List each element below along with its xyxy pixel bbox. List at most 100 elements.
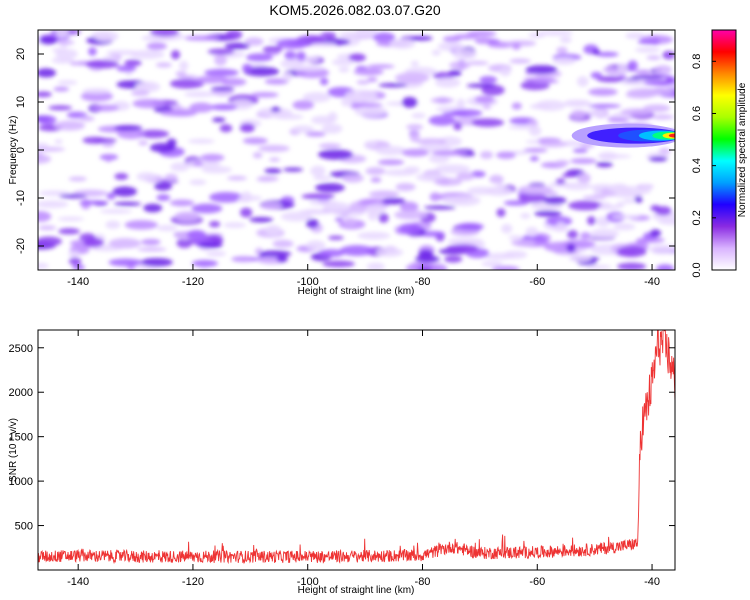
spectrogram-cell bbox=[268, 157, 281, 162]
spectrogram-cell bbox=[137, 247, 167, 252]
spectrogram-cell bbox=[106, 192, 116, 200]
spectrogram-cell bbox=[634, 195, 643, 203]
spectrogram-cell bbox=[365, 167, 386, 176]
spectrogram-cell bbox=[207, 48, 235, 55]
spectrogram-cell bbox=[364, 140, 378, 148]
spectrogram-cell bbox=[276, 255, 288, 263]
spectrogram-cell bbox=[662, 50, 675, 60]
spectrogram-cell bbox=[568, 255, 592, 262]
spectrogram-cell bbox=[652, 114, 674, 120]
spectrogram-cell bbox=[562, 140, 583, 147]
spectrogram-cell bbox=[319, 77, 329, 86]
spectrogram-y-tick-label: -20 bbox=[15, 238, 27, 254]
spectrogram-cell bbox=[39, 36, 58, 45]
spectrogram-cell bbox=[209, 191, 244, 203]
snr-y-tick-label: 1000 bbox=[9, 476, 33, 488]
spectrogram-cell bbox=[106, 49, 140, 56]
spectrogram-cell bbox=[169, 78, 204, 89]
spectrogram-cell bbox=[210, 103, 238, 111]
spectrogram-cell bbox=[184, 35, 220, 41]
snr-y-ticks: 500 1000 1500 2000 2500 bbox=[9, 343, 675, 533]
snr-x-tick-label: -100 bbox=[297, 576, 319, 588]
spectrogram-cell bbox=[631, 75, 664, 80]
spectrogram-cell bbox=[367, 77, 378, 82]
spectrogram-cell bbox=[334, 217, 343, 222]
spectrogram-cell bbox=[193, 161, 204, 167]
spectrogram-cell bbox=[116, 65, 137, 72]
spectrogram-cell bbox=[272, 239, 294, 248]
spectrogram-cell bbox=[262, 46, 283, 54]
spectrogram-cell bbox=[231, 256, 257, 263]
colorbar-tick-label: 0.6 bbox=[691, 106, 703, 121]
spectrogram-cell bbox=[169, 199, 195, 207]
snr-x-axis-label: Height of straight line (km) bbox=[298, 585, 415, 596]
spectrogram-cell bbox=[507, 124, 539, 130]
spectrogram-cell bbox=[406, 124, 424, 131]
spectrogram-cell bbox=[399, 201, 419, 212]
spectrogram-cell bbox=[208, 221, 221, 228]
spectrogram-cell bbox=[428, 153, 450, 164]
spectrogram-cell bbox=[258, 144, 290, 153]
spectrogram-cell bbox=[635, 237, 649, 246]
spectrogram-cell bbox=[368, 190, 400, 198]
spectrogram-cell bbox=[131, 89, 150, 97]
spectrogram-cell bbox=[523, 147, 548, 153]
spectrogram-cell bbox=[613, 223, 636, 231]
spectrogram-cell bbox=[608, 185, 631, 193]
spectrogram-cell bbox=[432, 72, 455, 80]
spectrogram-cell bbox=[242, 63, 253, 73]
spectrogram-cell bbox=[656, 264, 675, 270]
spectrogram-cell bbox=[446, 244, 479, 253]
spectrogram-cell bbox=[68, 250, 80, 258]
spectrogram-cell bbox=[198, 241, 223, 249]
colorbar-tick-label: 0.8 bbox=[691, 54, 703, 69]
spectrogram-cell bbox=[187, 138, 215, 144]
spectrogram-cell bbox=[224, 42, 250, 50]
spectrogram-cell bbox=[210, 86, 235, 91]
colorbar-tick-label: 0.0 bbox=[691, 262, 703, 277]
spectrogram-cell bbox=[104, 153, 113, 162]
spectrogram-cell bbox=[489, 174, 504, 184]
spectrogram-cell bbox=[411, 112, 426, 119]
spectrogram-cell bbox=[637, 39, 661, 45]
spectrogram-cell bbox=[567, 230, 578, 239]
spectrogram-cell bbox=[240, 207, 253, 218]
spectrogram-cell bbox=[650, 204, 661, 212]
spectrogram-cell bbox=[596, 75, 625, 83]
spectrogram-cell bbox=[395, 182, 416, 192]
spectrogram-cell bbox=[428, 115, 456, 126]
spectrogram-cell bbox=[189, 102, 214, 113]
spectrogram-cell bbox=[456, 98, 466, 109]
snr-y-tick-label: 2000 bbox=[9, 387, 33, 399]
spectrogram-cell bbox=[245, 53, 273, 62]
spectrogram-cell bbox=[562, 100, 593, 108]
spectrogram-cell bbox=[149, 30, 180, 37]
spectrogram-cell bbox=[179, 60, 189, 71]
spectrogram-cell bbox=[416, 138, 447, 145]
spectrogram-cell bbox=[434, 164, 471, 174]
spectrogram-cell bbox=[430, 97, 455, 104]
spectrogram-cell bbox=[201, 166, 232, 174]
spectrogram-cell bbox=[85, 60, 119, 69]
spectrogram-cell bbox=[353, 68, 384, 76]
spectrogram-cell bbox=[649, 244, 675, 255]
spectrogram-cell bbox=[545, 216, 573, 227]
spectrogram-cell bbox=[212, 117, 226, 123]
spectrogram-cell bbox=[634, 46, 661, 53]
spectrogram-cell bbox=[517, 185, 553, 195]
spectrogram-cell bbox=[48, 105, 73, 111]
spectrogram-cell bbox=[359, 200, 377, 205]
spectrogram-cell bbox=[356, 79, 370, 85]
colorbar-tick-label: 0.2 bbox=[691, 210, 703, 225]
spectrogram-cell bbox=[481, 260, 503, 267]
spectrogram-cell bbox=[94, 30, 119, 42]
spectrogram-cell bbox=[138, 140, 149, 146]
spectrogram-cell bbox=[375, 247, 404, 257]
spectrogram-cell bbox=[431, 49, 441, 56]
spectrogram-cell bbox=[252, 152, 263, 159]
spectrogram-cell bbox=[611, 214, 641, 219]
spectrogram-cell bbox=[370, 177, 382, 183]
spectrogram-cell bbox=[394, 72, 430, 84]
spectrogram-cell bbox=[482, 104, 492, 110]
